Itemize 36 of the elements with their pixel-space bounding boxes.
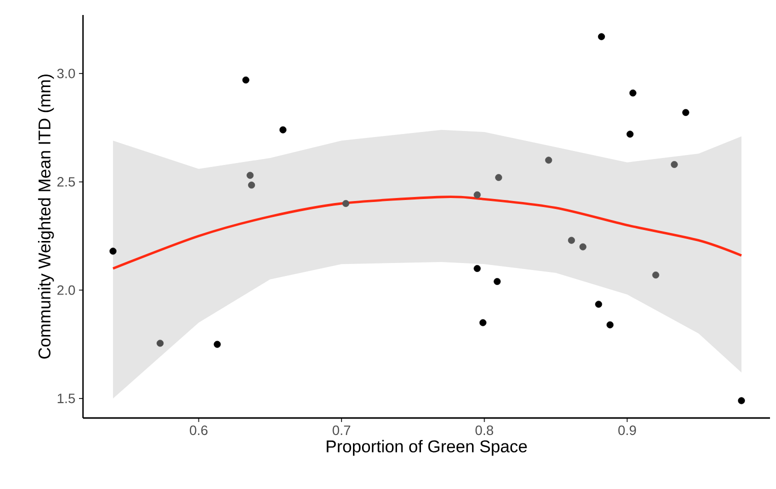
point	[545, 156, 552, 164]
point	[626, 130, 634, 138]
point	[606, 321, 614, 328]
point	[738, 397, 745, 404]
y-tick-label: 3.0	[57, 68, 75, 78]
y-tick-label: 2.0	[57, 285, 75, 295]
point	[342, 200, 350, 207]
point	[579, 243, 586, 250]
point	[242, 76, 250, 84]
point	[495, 174, 502, 181]
point	[479, 319, 486, 326]
point	[109, 248, 116, 255]
point	[598, 33, 605, 40]
point	[670, 160, 678, 168]
point	[248, 182, 256, 189]
point	[156, 340, 164, 347]
y-axis-title: Community Weighted Mean ITD (mm)	[38, 74, 54, 359]
x-tick-label: 0.8	[475, 426, 494, 436]
point	[595, 300, 602, 308]
point	[214, 340, 221, 348]
line-series	[112, 196, 743, 270]
point	[474, 264, 481, 272]
point	[279, 126, 286, 134]
y-tick-label: 1.5	[58, 394, 75, 404]
x-axis-title: Proportion of Green Space	[326, 440, 527, 456]
x-tick-label: 0.6	[190, 426, 208, 436]
point	[629, 89, 636, 96]
x-tick-label: 0.7	[332, 426, 350, 436]
x-tick-label: 0.9	[618, 426, 636, 436]
point	[568, 236, 575, 244]
point	[652, 272, 660, 278]
point	[682, 108, 690, 116]
point	[494, 278, 501, 285]
point	[474, 191, 481, 198]
point	[246, 172, 254, 179]
y-tick-label: 2.5	[57, 177, 75, 187]
